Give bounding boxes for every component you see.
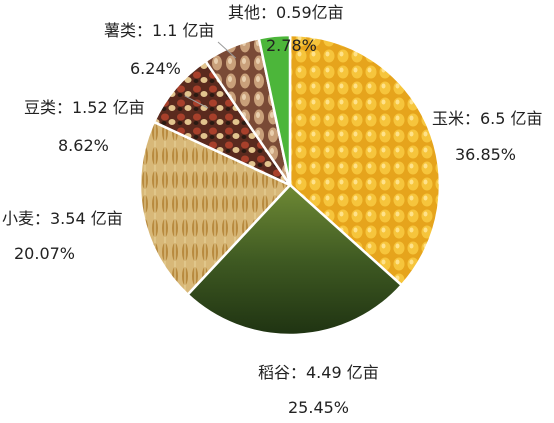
percent-wheat: 20.07% (14, 244, 75, 263)
slice-corn (288, 33, 442, 287)
label-wheat: 小麦：3.54 亿亩 (2, 209, 123, 228)
slice-rice (185, 183, 404, 337)
slice-other (257, 33, 292, 186)
percent-beans: 8.62% (58, 136, 109, 155)
percent-corn: 36.85% (455, 145, 516, 164)
label-tuber: 薯类：1.1 亿亩 (104, 21, 215, 40)
pie-slices (138, 33, 442, 337)
label-corn: 玉米：6.5 亿亩 (432, 109, 543, 128)
slice-beans-leader (184, 95, 209, 109)
label-rice: 稻谷：4.49 亿亩 (258, 363, 379, 382)
slice-wheat (138, 120, 293, 297)
percent-rice: 25.45% (288, 398, 349, 417)
percent-tuber: 6.24% (130, 59, 181, 78)
label-other: 其他：0.59亿亩 (228, 3, 344, 22)
percent-other: 2.78% (266, 36, 317, 55)
label-beans: 豆类：1.52 亿亩 (24, 98, 145, 117)
slice-tuber-leader (217, 41, 237, 59)
leader-lines (184, 41, 237, 109)
